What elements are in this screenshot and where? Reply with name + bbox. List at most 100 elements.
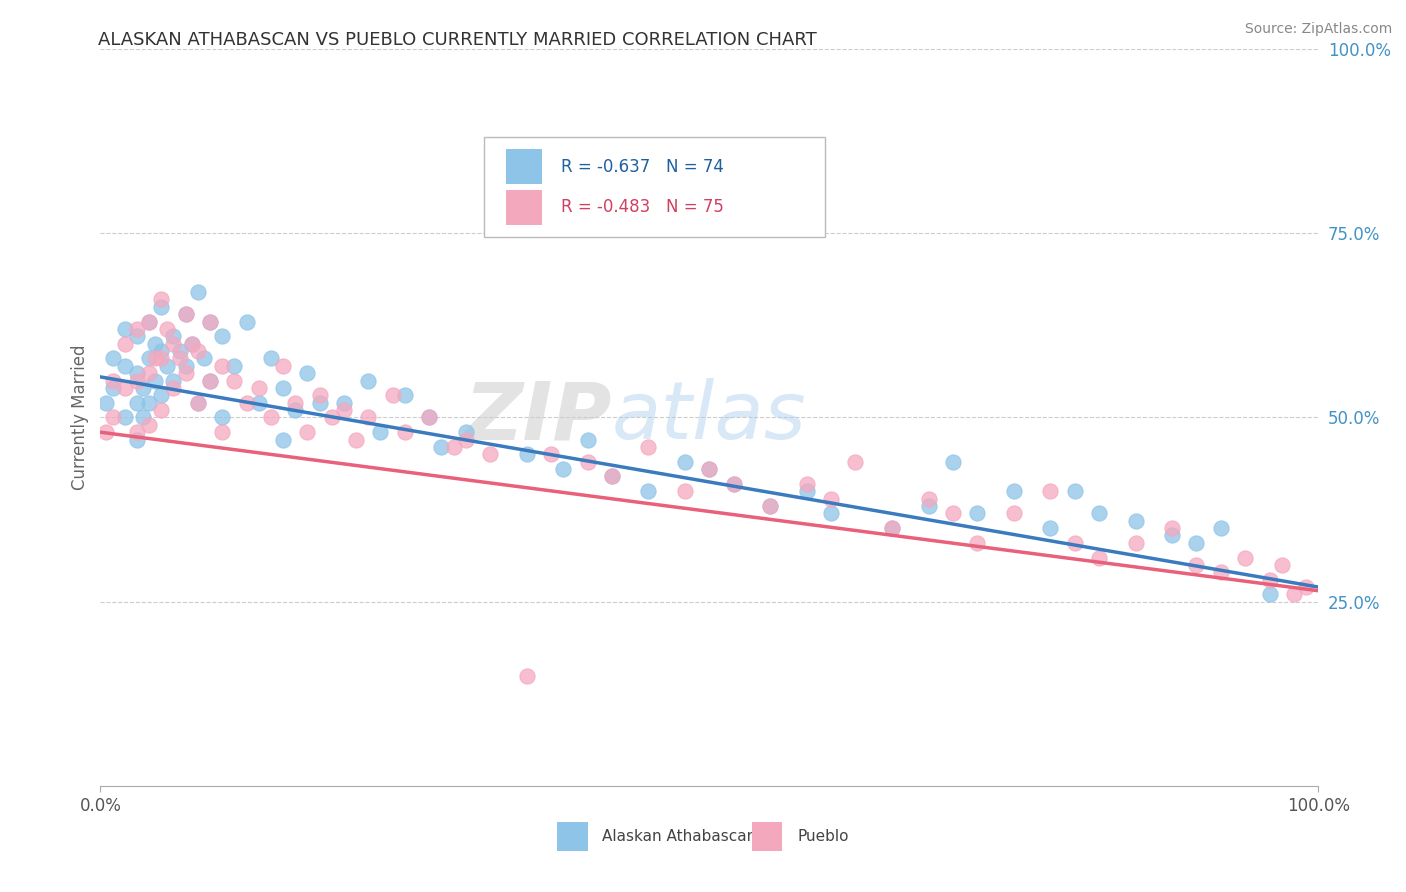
Point [1258,573,1281,587]
Y-axis label: Currently Married: Currently Married [72,344,89,491]
Point [143,336,166,351]
Point [1125,514,1147,528]
Point [1002,484,1025,499]
Point [370,425,392,440]
Point [1125,536,1147,550]
Point [101,410,124,425]
Point [247,381,270,395]
Point [101,351,124,366]
Point [187,395,209,409]
Point [162,329,184,343]
Point [357,374,380,388]
Point [101,374,124,388]
Point [917,491,939,506]
Point [114,336,136,351]
Point [394,388,416,402]
Point [394,425,416,440]
Point [600,469,623,483]
Point [198,374,221,388]
Point [150,351,173,366]
Text: R = -0.637   N = 74: R = -0.637 N = 74 [561,158,724,176]
Point [1185,558,1208,572]
Bar [506,149,543,185]
Point [174,359,197,373]
Point [308,395,330,409]
Text: ZIP: ZIP [464,378,612,457]
Point [796,476,818,491]
Bar [557,822,588,851]
Point [125,366,148,380]
Text: atlas: atlas [612,378,807,457]
Point [430,440,453,454]
Point [418,410,440,425]
Point [114,381,136,395]
Point [942,455,965,469]
Point [1258,587,1281,601]
Point [540,447,562,461]
Point [880,521,903,535]
Point [308,388,330,402]
Point [156,322,179,336]
Point [553,462,575,476]
Point [174,366,197,380]
Point [333,403,356,417]
Point [1185,536,1208,550]
Point [150,403,173,417]
Point [162,374,184,388]
Point [174,307,197,321]
Point [576,455,599,469]
Point [1063,536,1085,550]
Point [198,315,221,329]
Point [942,506,965,520]
Point [454,425,477,440]
Point [637,484,659,499]
Point [125,395,148,409]
Point [193,351,215,366]
Point [138,315,160,329]
Point [132,381,155,395]
Point [198,315,221,329]
Point [187,395,209,409]
Bar [506,190,543,225]
Point [125,329,148,343]
Point [138,351,160,366]
Point [125,322,148,336]
Point [1282,587,1305,601]
Point [966,506,988,520]
Point [297,366,319,380]
Point [211,425,233,440]
Point [169,351,191,366]
Point [697,462,720,476]
Point [1295,580,1317,594]
Point [321,410,343,425]
Point [138,417,160,432]
Point [673,484,696,499]
Point [150,344,173,359]
Point [1039,484,1062,499]
Point [132,410,155,425]
Point [1161,528,1184,542]
Point [844,455,866,469]
Point [101,381,124,395]
Text: Source: ZipAtlas.com: Source: ZipAtlas.com [1244,22,1392,37]
Point [143,374,166,388]
Point [187,285,209,299]
Point [723,476,745,491]
Point [1161,521,1184,535]
Point [284,403,307,417]
Point [759,499,782,513]
Point [271,381,294,395]
Point [381,388,404,402]
Point [1088,550,1111,565]
Point [1271,558,1294,572]
Point [125,425,148,440]
Point [125,433,148,447]
Point [1209,566,1232,580]
Point [1039,521,1062,535]
Point [150,300,173,314]
Point [162,336,184,351]
Point [96,395,118,409]
Point [479,447,502,461]
Point [759,499,782,513]
Point [260,410,283,425]
